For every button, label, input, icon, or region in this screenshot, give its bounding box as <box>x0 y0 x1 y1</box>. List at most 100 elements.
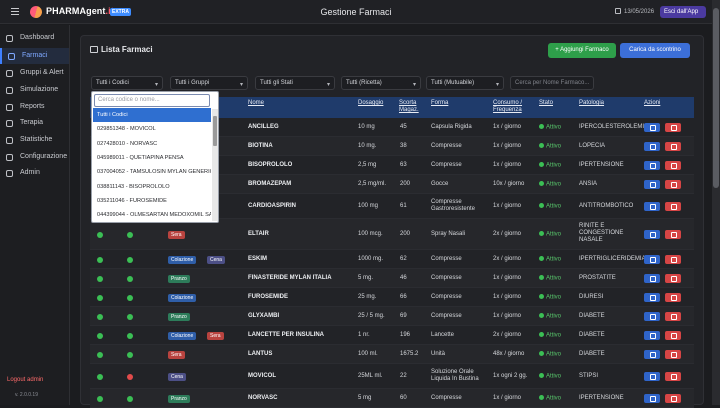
bell-icon <box>6 70 13 77</box>
col-header-scorta[interactable]: Scorta Magaz. <box>399 100 419 113</box>
dropdown-option[interactable]: 038811143 - BISOPROLOLO <box>97 183 170 190</box>
col-header-forma[interactable]: Forma <box>431 100 449 106</box>
edit-button[interactable] <box>644 142 660 151</box>
sidebar-item-admin[interactable]: Admin <box>0 165 69 181</box>
edit-button[interactable] <box>644 180 660 189</box>
groups-filter-select[interactable]: Tutti i Gruppi ▾ <box>170 76 248 90</box>
meal-time-tag: Cena <box>207 256 225 264</box>
edit-button[interactable] <box>644 202 660 211</box>
col-header-patologia[interactable]: Patologia <box>579 100 605 106</box>
edit-button[interactable] <box>644 230 660 239</box>
edit-button[interactable] <box>644 312 660 321</box>
edit-button[interactable] <box>644 123 660 132</box>
stock: 22 <box>400 373 407 379</box>
stock: 69 <box>400 313 407 319</box>
page-scrollbar[interactable] <box>712 0 720 405</box>
frequency: 1x / giorno <box>493 294 522 300</box>
delete-button[interactable] <box>665 312 681 321</box>
pathology: IPERTENSIONE <box>579 162 624 168</box>
edit-button[interactable] <box>644 274 660 283</box>
drug-name: LANTUS <box>248 351 273 357</box>
chart-icon <box>6 137 13 144</box>
dropdown-option[interactable]: 037004052 - TAMSULOSIN MYLAN GENERICS <box>97 169 211 176</box>
sidebar-item-reports[interactable]: Reports <box>0 99 69 115</box>
delete-button[interactable] <box>665 274 681 283</box>
delete-button[interactable] <box>665 142 681 151</box>
hamburger-menu-icon[interactable] <box>11 8 19 16</box>
dropdown-search-input[interactable]: Cerca codice o nome... <box>94 94 210 107</box>
stock: 45 <box>400 124 407 130</box>
sidebar-item-statistiche[interactable]: Statistiche <box>0 132 69 148</box>
logout-link[interactable]: Logout admin <box>7 377 44 383</box>
status-badge: Attivo <box>539 373 561 380</box>
edit-button[interactable] <box>644 394 660 403</box>
delete-button[interactable] <box>665 372 681 381</box>
edit-button[interactable] <box>644 350 660 359</box>
edit-button[interactable] <box>644 255 660 264</box>
col-header-nome[interactable]: Nome <box>248 100 265 106</box>
form: Compresse Gastroresistente <box>431 199 476 212</box>
dosage: 1 nr. <box>358 332 370 338</box>
dropdown-option[interactable]: 044399044 - OLMESARTAN MEDOXOMIL SA... <box>97 212 211 219</box>
col-header-stato[interactable]: Stato <box>539 100 554 106</box>
delete-button[interactable] <box>665 202 681 211</box>
delete-button[interactable] <box>665 350 681 359</box>
load-receipt-button[interactable]: Carica da scontrino <box>620 43 690 58</box>
sidebar-item-gruppi-alert[interactable]: Gruppi & Alert <box>0 65 69 81</box>
drug-name-search-input[interactable]: Cerca per Nome Farmaco... <box>510 76 594 90</box>
dropdown-option[interactable]: 027428010 - NORVASC <box>97 140 158 147</box>
dropdown-scrollbar-thumb[interactable] <box>213 116 217 146</box>
col-header-dosaggio[interactable]: Dosaggio <box>358 100 384 106</box>
sidebar-item-terapia[interactable]: Terapia <box>0 115 69 131</box>
dropdown-option[interactable]: 045989011 - QUETIAPINA PENSA <box>97 154 184 161</box>
delete-button[interactable] <box>665 230 681 239</box>
dropdown-scrollbar[interactable] <box>212 109 218 221</box>
table-header <box>90 97 694 118</box>
form: Gocce <box>431 181 449 187</box>
exit-app-button[interactable]: Esci dall'App <box>660 6 706 18</box>
frequency: 1x / giorno <box>493 203 522 209</box>
delete-button[interactable] <box>665 123 681 132</box>
edit-button[interactable] <box>644 293 660 302</box>
status-filter-select[interactable]: Tutti gli Stati ▾ <box>255 76 335 90</box>
delete-button[interactable] <box>665 293 681 302</box>
add-drug-button[interactable]: + Aggiungi Farmaco <box>548 43 616 58</box>
chevron-down-icon: ▾ <box>495 82 499 88</box>
delete-button[interactable] <box>665 180 681 189</box>
status-badge: Attivo <box>539 256 561 263</box>
dropdown-option[interactable]: 035211046 - FUROSEMIDE <box>97 197 167 204</box>
prescription-check-icon <box>97 295 103 301</box>
col-header-consumo[interactable]: Consumo / Frequenza <box>493 100 523 113</box>
gauge-icon <box>6 35 13 42</box>
dropdown-option[interactable]: Tutti i Codici <box>93 108 211 122</box>
meal-time-tag: Pranzo <box>168 395 190 403</box>
table-row <box>90 288 694 307</box>
delete-button[interactable] <box>665 331 681 340</box>
page-scrollbar-thumb[interactable] <box>713 8 719 188</box>
sidebar-item-label: Dashboard <box>20 34 55 41</box>
edit-button[interactable] <box>644 161 660 170</box>
codes-filter-select[interactable]: Tutti i Codici ▾ <box>91 76 163 90</box>
stock: 63 <box>400 162 407 168</box>
delete-button[interactable] <box>665 394 681 403</box>
status-badge: Attivo <box>539 351 561 358</box>
sidebar-item-farmaci[interactable]: Farmaci <box>0 48 69 64</box>
prescription-check-icon <box>97 232 103 238</box>
delete-button[interactable] <box>665 255 681 264</box>
meal-time-tag: Sera <box>168 231 185 239</box>
edit-button[interactable] <box>644 331 660 340</box>
sidebar-item-configurazione[interactable]: Configurazione <box>0 149 69 165</box>
stock: 200 <box>400 231 411 237</box>
reimbursable-filter-select[interactable]: Tutti (Mutuabile) ▾ <box>426 76 504 90</box>
sidebar-item-dashboard[interactable]: Dashboard <box>0 30 69 46</box>
dropdown-option[interactable]: 029851348 - MOVICOL <box>97 126 156 133</box>
table-row <box>90 307 694 326</box>
delete-button[interactable] <box>665 161 681 170</box>
pathology: LOPECIA <box>579 143 606 149</box>
prescription-filter-select[interactable]: Tutti (Ricetta) ▾ <box>341 76 421 90</box>
prescription-check-icon <box>97 352 103 358</box>
edit-button[interactable] <box>644 372 660 381</box>
stock: 62 <box>400 256 407 262</box>
drug-name: ANCILLEG <box>248 124 279 130</box>
sidebar-item-simulazione[interactable]: Simulazione <box>0 82 69 98</box>
